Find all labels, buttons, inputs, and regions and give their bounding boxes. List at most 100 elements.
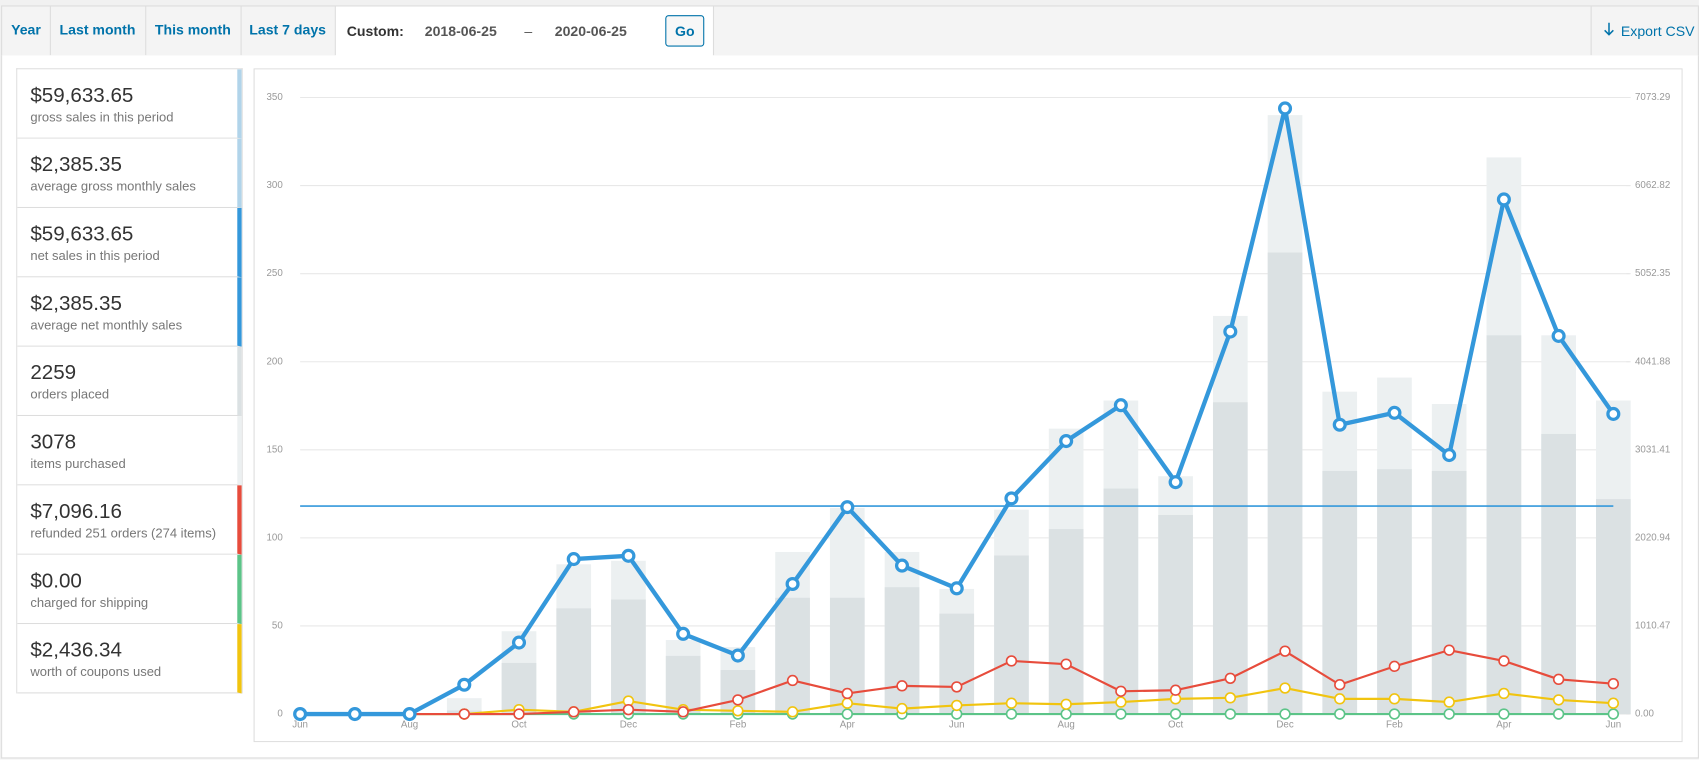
bar — [1267, 252, 1303, 715]
summary-item[interactable]: $0.00 charged for shipping — [17, 554, 242, 625]
data-point — [894, 558, 910, 573]
data-point — [1498, 655, 1510, 667]
bar — [1377, 469, 1412, 715]
data-point — [621, 548, 636, 563]
summary-item[interactable]: $59,633.65 net sales in this period — [17, 208, 242, 278]
export-csv[interactable]: Export CSV — [1590, 6, 1698, 56]
data-point — [1224, 692, 1237, 704]
data-point — [1224, 708, 1237, 720]
data-point — [786, 706, 799, 718]
report-body: $59,633.65 gross sales in this period $2,3… — [1, 55, 1699, 759]
data-point — [1224, 672, 1237, 684]
data-point — [1277, 101, 1293, 116]
summary-list: $59,633.65 gross sales in this period $2,3… — [16, 68, 243, 694]
summary-value: $0.00 — [30, 569, 82, 593]
summary-label: net sales in this period — [30, 248, 160, 264]
data-point — [1607, 708, 1620, 720]
y2-tick-label: 2020.94 — [1635, 532, 1671, 543]
data-point — [1005, 697, 1018, 709]
y2-tick-label: 1010.47 — [1635, 621, 1670, 632]
data-point — [1334, 693, 1346, 705]
summary-value: $59,633.65 — [30, 84, 134, 108]
summary-item[interactable]: $2,385.35 average net monthly sales — [17, 277, 242, 347]
x-tick-label: Aug — [401, 719, 418, 730]
data-point — [732, 705, 744, 717]
bar — [446, 698, 482, 715]
x-tick-label: Dec — [620, 719, 637, 730]
x-tick-label: Dec — [1276, 719, 1293, 730]
summary-item[interactable]: $2,436.34 worth of coupons used — [17, 624, 242, 694]
data-point — [513, 708, 525, 720]
data-point — [1332, 417, 1347, 432]
download-icon — [1604, 22, 1614, 36]
data-point — [1443, 696, 1455, 708]
y-tick-label: 100 — [267, 532, 284, 543]
data-point — [1005, 708, 1018, 720]
data-point — [676, 626, 691, 641]
summary-value: 3078 — [30, 431, 77, 454]
summary-item[interactable]: 3078 items purchased — [17, 416, 242, 486]
bar — [611, 599, 646, 715]
data-point — [841, 687, 853, 700]
export-label[interactable]: Export CSV — [1620, 22, 1695, 40]
data-point — [840, 500, 855, 515]
data-point — [511, 635, 527, 650]
start-date[interactable]: 2018-06-25 — [424, 22, 497, 40]
y2-tick-label: 7073.29 — [1635, 92, 1670, 103]
summary-item[interactable]: 2259 orders placed — [17, 346, 242, 417]
bar — [884, 587, 920, 715]
data-point — [1279, 708, 1291, 720]
x-tick-label: Feb — [1386, 719, 1403, 730]
x-tick-label: Jun — [949, 719, 965, 730]
data-point — [841, 708, 853, 720]
y-tick-label: 200 — [267, 356, 284, 367]
data-point — [347, 706, 362, 722]
data-point — [951, 699, 963, 712]
data-point — [951, 681, 963, 693]
data-point — [402, 706, 417, 722]
bar — [775, 597, 810, 715]
summary-value: $2,436.34 — [30, 639, 122, 663]
y-tick-label: 150 — [267, 444, 284, 455]
y2-tick-label: 0.00 — [1635, 709, 1655, 720]
data-point — [677, 706, 689, 718]
bar — [994, 555, 1029, 715]
end-date[interactable]: 2020-06-25 — [554, 22, 627, 40]
y2-tick-label: 4041.88 — [1635, 356, 1670, 367]
x-tick-label: Oct — [511, 719, 526, 730]
toolbar: Year Last month This month Last 7 days C… — [1, 5, 1699, 57]
bar — [1541, 433, 1576, 715]
go-button[interactable]: Go — [665, 15, 705, 47]
summary-value: $2,385.35 — [30, 292, 122, 316]
data-point — [1060, 658, 1072, 670]
y-tick-label: 350 — [267, 92, 284, 103]
x-tick-label: Apr — [840, 719, 856, 730]
data-point — [458, 708, 470, 720]
range-tab[interactable]: This month — [145, 6, 242, 56]
data-point — [1606, 406, 1621, 421]
y-tick-label: 250 — [267, 268, 284, 279]
range-tab[interactable]: Last month — [50, 6, 147, 56]
bar — [1486, 335, 1522, 715]
summary-label: average net monthly sales — [30, 317, 183, 333]
data-point — [1388, 693, 1401, 705]
summary-item[interactable]: $59,633.65 gross sales in this period — [17, 69, 242, 139]
data-point — [1169, 684, 1182, 696]
bar — [939, 613, 975, 715]
summary-label: refunded 251 orders (274 items) — [30, 525, 217, 541]
summary-item[interactable]: $2,385.35 average gross monthly sales — [17, 138, 242, 209]
data-point — [1169, 708, 1182, 720]
data-point — [1059, 433, 1074, 449]
y-tick-label: 50 — [272, 621, 283, 632]
data-point — [1387, 405, 1402, 420]
data-point — [1443, 644, 1455, 656]
bar — [1158, 514, 1193, 715]
summary-item[interactable]: $7,096.16 refunded 251 orders (274 items) — [17, 485, 242, 555]
data-point — [1442, 448, 1457, 463]
range-tab[interactable]: Last 7 days — [241, 6, 336, 56]
range-tab[interactable]: Year — [2, 6, 51, 56]
data-point — [1498, 687, 1510, 700]
data-point — [1060, 698, 1072, 710]
